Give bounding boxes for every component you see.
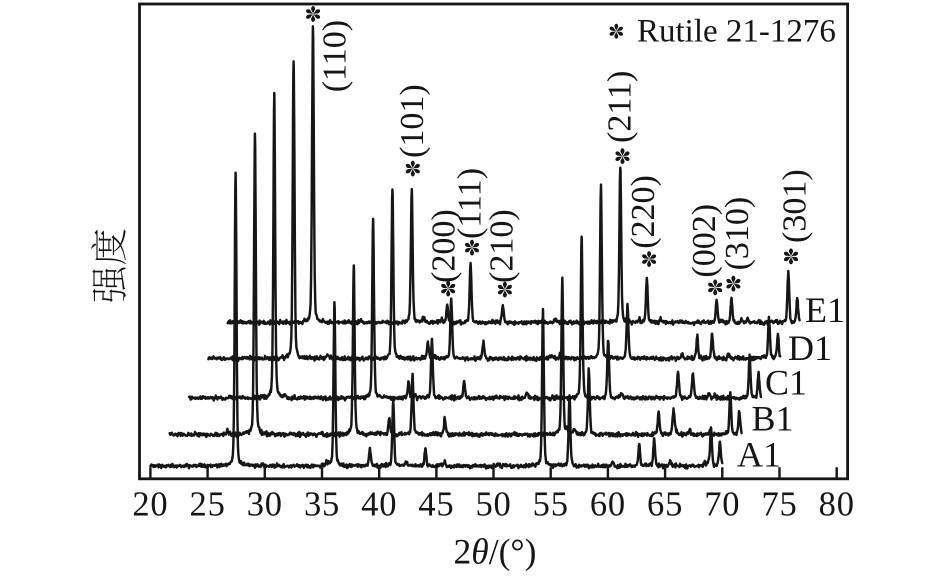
svg-text:40: 40 <box>361 486 397 524</box>
svg-text:(220): (220) <box>625 175 662 249</box>
svg-text:25: 25 <box>190 486 226 524</box>
svg-text:(101): (101) <box>394 84 431 158</box>
svg-text:C1: C1 <box>765 363 807 403</box>
svg-text:60: 60 <box>590 486 626 524</box>
svg-text:D1: D1 <box>788 328 832 368</box>
svg-text:Rutile 21-1276: Rutile 21-1276 <box>637 14 836 50</box>
svg-text:(210): (210) <box>484 209 521 283</box>
svg-text:(111): (111) <box>452 168 489 239</box>
svg-text:(211): (211) <box>602 71 639 143</box>
svg-text:(200): (200) <box>426 209 463 283</box>
svg-text:30: 30 <box>247 486 283 524</box>
svg-text:A1: A1 <box>737 435 781 475</box>
svg-text:50: 50 <box>475 486 511 524</box>
svg-text:45: 45 <box>418 486 454 524</box>
svg-text:65: 65 <box>647 486 683 524</box>
svg-text:70: 70 <box>704 486 740 524</box>
svg-text:(310): (310) <box>719 197 756 271</box>
svg-text:(301): (301) <box>777 169 814 243</box>
svg-text:E1: E1 <box>805 290 845 330</box>
svg-text:55: 55 <box>533 486 569 524</box>
svg-text:20: 20 <box>132 486 168 524</box>
svg-text:35: 35 <box>304 486 340 524</box>
svg-text:(002): (002) <box>686 204 723 278</box>
svg-text:80: 80 <box>819 486 855 524</box>
svg-text:75: 75 <box>761 486 797 524</box>
svg-text:B1: B1 <box>752 399 794 439</box>
svg-text:(110): (110) <box>317 20 354 92</box>
svg-text:2θ/(°): 2θ/(°) <box>454 532 537 572</box>
